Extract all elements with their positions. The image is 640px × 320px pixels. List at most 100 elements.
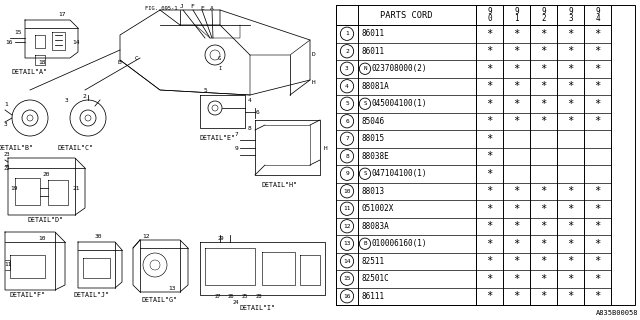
Text: *: * xyxy=(540,29,547,39)
Text: 10: 10 xyxy=(38,236,45,241)
Text: 88083A: 88083A xyxy=(362,222,390,231)
Text: DETAIL"G": DETAIL"G" xyxy=(142,297,178,303)
Text: *: * xyxy=(513,204,520,214)
Text: 2: 2 xyxy=(541,14,546,23)
Circle shape xyxy=(212,105,218,111)
Circle shape xyxy=(340,185,354,198)
Circle shape xyxy=(340,237,354,250)
Text: *: * xyxy=(540,291,547,301)
Text: PARTS CORD: PARTS CORD xyxy=(380,11,432,20)
Circle shape xyxy=(27,115,33,121)
Text: *: * xyxy=(486,239,493,249)
Text: 9: 9 xyxy=(514,7,519,16)
Text: 26: 26 xyxy=(228,293,234,299)
Circle shape xyxy=(340,272,354,285)
Text: 8: 8 xyxy=(248,125,252,131)
Circle shape xyxy=(359,168,371,180)
Text: *: * xyxy=(513,239,520,249)
Circle shape xyxy=(208,101,222,115)
Text: *: * xyxy=(568,274,573,284)
Text: 19: 19 xyxy=(10,186,17,190)
Text: 8: 8 xyxy=(345,154,349,159)
Text: 9: 9 xyxy=(345,171,349,176)
Text: *: * xyxy=(486,116,493,126)
Text: 15: 15 xyxy=(343,276,351,281)
Text: *: * xyxy=(513,99,520,109)
Circle shape xyxy=(12,100,48,136)
Text: *: * xyxy=(595,64,600,74)
Text: *: * xyxy=(568,29,573,39)
Text: *: * xyxy=(486,186,493,196)
Text: 11: 11 xyxy=(343,206,351,211)
Circle shape xyxy=(210,50,220,60)
Text: H: H xyxy=(324,146,328,150)
Circle shape xyxy=(150,260,160,270)
Circle shape xyxy=(70,100,106,136)
Text: 88038E: 88038E xyxy=(362,152,390,161)
Text: 25: 25 xyxy=(242,293,248,299)
Text: *: * xyxy=(513,274,520,284)
Text: *: * xyxy=(513,256,520,266)
Text: 1: 1 xyxy=(514,14,519,23)
Text: 051002X: 051002X xyxy=(362,204,394,213)
Bar xyxy=(336,5,635,305)
Text: 7: 7 xyxy=(345,136,349,141)
Circle shape xyxy=(359,63,371,75)
Text: 7: 7 xyxy=(235,132,239,138)
Text: 15: 15 xyxy=(14,30,22,36)
Text: A: A xyxy=(210,5,214,11)
Text: 88015: 88015 xyxy=(362,134,385,143)
Text: 13: 13 xyxy=(168,285,175,291)
Circle shape xyxy=(205,45,225,65)
Circle shape xyxy=(340,167,354,180)
Text: *: * xyxy=(486,46,493,56)
Circle shape xyxy=(340,62,354,76)
Circle shape xyxy=(340,132,354,145)
Text: *: * xyxy=(568,64,573,74)
Text: 0: 0 xyxy=(487,14,492,23)
Text: *: * xyxy=(568,81,573,91)
Text: 2: 2 xyxy=(82,93,86,99)
Text: *: * xyxy=(595,46,600,56)
Text: *: * xyxy=(513,64,520,74)
Text: 3: 3 xyxy=(568,14,573,23)
Text: E: E xyxy=(200,5,204,11)
Text: 22: 22 xyxy=(4,165,10,171)
Text: *: * xyxy=(486,151,493,161)
Text: *: * xyxy=(513,116,520,126)
Text: *: * xyxy=(513,46,520,56)
Text: DETAIL"I": DETAIL"I" xyxy=(240,305,276,311)
Text: 88081A: 88081A xyxy=(362,82,390,91)
Circle shape xyxy=(340,80,354,93)
Text: *: * xyxy=(486,99,493,109)
Text: 13: 13 xyxy=(343,241,351,246)
Text: *: * xyxy=(540,221,547,231)
Text: D: D xyxy=(312,52,316,58)
Text: 82501C: 82501C xyxy=(362,274,390,283)
Text: *: * xyxy=(486,256,493,266)
Text: 28: 28 xyxy=(256,293,262,299)
Text: J: J xyxy=(180,4,184,9)
Text: 5: 5 xyxy=(204,89,208,93)
Text: *: * xyxy=(540,274,547,284)
Text: 9: 9 xyxy=(568,7,573,16)
Text: *: * xyxy=(595,239,600,249)
Text: I: I xyxy=(218,66,221,70)
Text: 27: 27 xyxy=(215,293,221,299)
Text: *: * xyxy=(595,99,600,109)
Text: 17: 17 xyxy=(58,12,65,18)
Text: 12: 12 xyxy=(343,224,351,229)
Text: *: * xyxy=(486,64,493,74)
Text: *: * xyxy=(540,99,547,109)
Text: *: * xyxy=(486,204,493,214)
Text: *: * xyxy=(486,291,493,301)
Text: 14: 14 xyxy=(72,39,79,44)
Circle shape xyxy=(340,44,354,58)
Text: 12: 12 xyxy=(142,235,150,239)
Text: DETAIL"F": DETAIL"F" xyxy=(10,292,46,298)
Text: 4: 4 xyxy=(345,84,349,89)
Text: *: * xyxy=(513,186,520,196)
Text: DETAIL"E": DETAIL"E" xyxy=(200,135,236,141)
Text: 18: 18 xyxy=(38,60,45,66)
Circle shape xyxy=(340,290,354,303)
